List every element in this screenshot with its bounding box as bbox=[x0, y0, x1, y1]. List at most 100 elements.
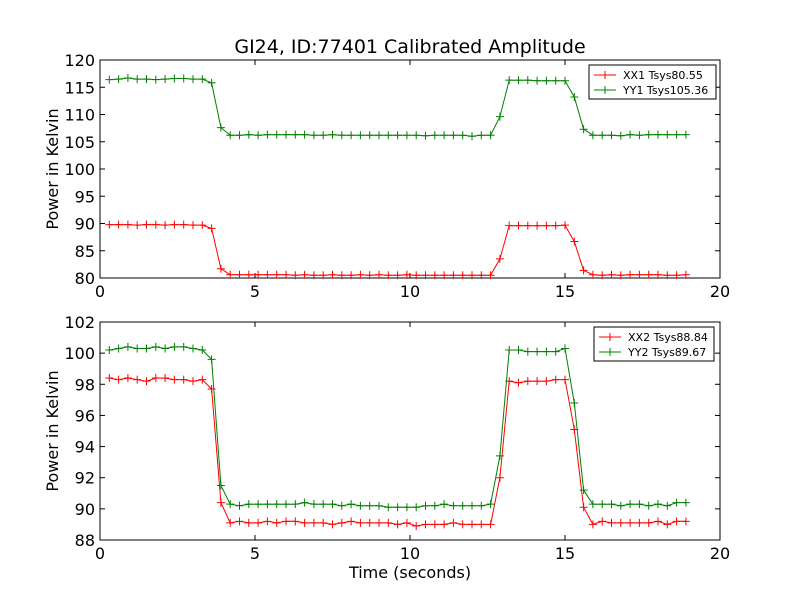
data-point bbox=[300, 270, 309, 279]
data-point bbox=[328, 500, 337, 509]
data-point bbox=[133, 75, 142, 84]
data-point bbox=[319, 518, 328, 527]
y-tick-label: 105 bbox=[64, 133, 95, 152]
data-point bbox=[198, 346, 207, 355]
data-point bbox=[672, 498, 681, 507]
data-point bbox=[598, 131, 607, 140]
data-point bbox=[161, 75, 170, 84]
data-point bbox=[272, 518, 281, 527]
data-point bbox=[449, 518, 458, 527]
data-point bbox=[207, 224, 216, 233]
data-point bbox=[226, 270, 235, 279]
data-point bbox=[123, 220, 132, 229]
data-point bbox=[495, 112, 504, 121]
y-tick-label: 88 bbox=[75, 531, 95, 550]
data-point bbox=[551, 347, 560, 356]
data-point bbox=[402, 270, 411, 279]
data-point bbox=[607, 518, 616, 527]
data-point bbox=[635, 131, 644, 140]
x-tick-label: 0 bbox=[95, 544, 105, 563]
data-point bbox=[430, 501, 439, 510]
y-tick-label: 120 bbox=[64, 51, 95, 70]
legend: XX1 Tsys80.55 YY1 Tsys105.36 bbox=[588, 64, 717, 100]
data-point bbox=[449, 501, 458, 510]
data-point bbox=[384, 503, 393, 512]
data-point bbox=[282, 270, 290, 279]
data-point bbox=[681, 517, 690, 526]
data-point bbox=[263, 270, 272, 279]
data-point bbox=[449, 131, 458, 140]
data-point bbox=[635, 500, 644, 509]
data-point bbox=[114, 220, 123, 229]
data-point bbox=[300, 498, 309, 507]
data-point bbox=[626, 270, 635, 279]
data-point bbox=[179, 375, 188, 384]
data-point bbox=[142, 75, 151, 84]
data-point bbox=[458, 131, 467, 140]
x-tick-label: 20 bbox=[710, 282, 730, 301]
data-point bbox=[533, 76, 542, 85]
data-point bbox=[551, 375, 560, 384]
data-point bbox=[356, 131, 365, 140]
data-point bbox=[198, 75, 207, 84]
data-point bbox=[635, 270, 644, 279]
data-point bbox=[393, 503, 402, 512]
data-point bbox=[402, 131, 411, 140]
data-point bbox=[309, 500, 318, 509]
data-point bbox=[282, 517, 290, 526]
data-point bbox=[170, 375, 179, 384]
data-point bbox=[533, 377, 542, 386]
data-point bbox=[486, 271, 495, 280]
x-tick-label: 15 bbox=[555, 282, 575, 301]
data-point bbox=[309, 271, 318, 280]
y-tick-label: 90 bbox=[75, 215, 95, 234]
data-point bbox=[151, 342, 160, 351]
data-point bbox=[328, 520, 337, 529]
data-point bbox=[207, 355, 216, 364]
data-point bbox=[570, 398, 579, 407]
data-point bbox=[179, 74, 188, 83]
data-point bbox=[402, 518, 411, 527]
y-tick-label: 92 bbox=[75, 469, 95, 488]
data-point bbox=[272, 130, 281, 139]
data-point bbox=[402, 503, 411, 512]
data-point bbox=[412, 271, 421, 280]
legend-box bbox=[588, 64, 717, 100]
data-point bbox=[654, 130, 662, 139]
data-point bbox=[133, 375, 142, 384]
data-point bbox=[644, 270, 653, 279]
data-point bbox=[170, 74, 179, 83]
data-point bbox=[142, 377, 151, 386]
y-axis-label: Power in Kelvin bbox=[43, 108, 62, 229]
data-point bbox=[114, 75, 123, 84]
data-point bbox=[179, 220, 188, 229]
data-point bbox=[533, 221, 542, 230]
data-point bbox=[123, 374, 132, 383]
data-point bbox=[486, 500, 495, 509]
data-point bbox=[337, 131, 346, 140]
data-point bbox=[142, 220, 151, 229]
data-point bbox=[282, 130, 290, 139]
bottom-panel: 0 5 10 15 20 88 90 92 94 96 98 100 102 Power in Kelvi… bbox=[43, 313, 730, 582]
legend-box bbox=[593, 326, 715, 362]
data-point bbox=[282, 500, 290, 509]
data-point bbox=[468, 132, 476, 141]
data-point bbox=[561, 375, 569, 384]
data-point bbox=[365, 131, 374, 140]
data-point bbox=[291, 500, 300, 509]
data-point bbox=[216, 264, 225, 273]
data-point bbox=[551, 76, 560, 85]
data-point bbox=[514, 378, 523, 387]
data-point bbox=[114, 344, 123, 353]
data-point bbox=[430, 520, 439, 529]
y-tick-label: 102 bbox=[64, 313, 95, 332]
data-point bbox=[235, 270, 244, 279]
data-point bbox=[421, 520, 430, 529]
data-point bbox=[189, 75, 197, 84]
x-tick-label: 15 bbox=[555, 544, 575, 563]
data-point bbox=[505, 346, 514, 355]
data-point bbox=[626, 130, 635, 139]
data-point bbox=[505, 76, 514, 85]
data-point bbox=[542, 221, 551, 230]
data-point bbox=[644, 501, 653, 510]
